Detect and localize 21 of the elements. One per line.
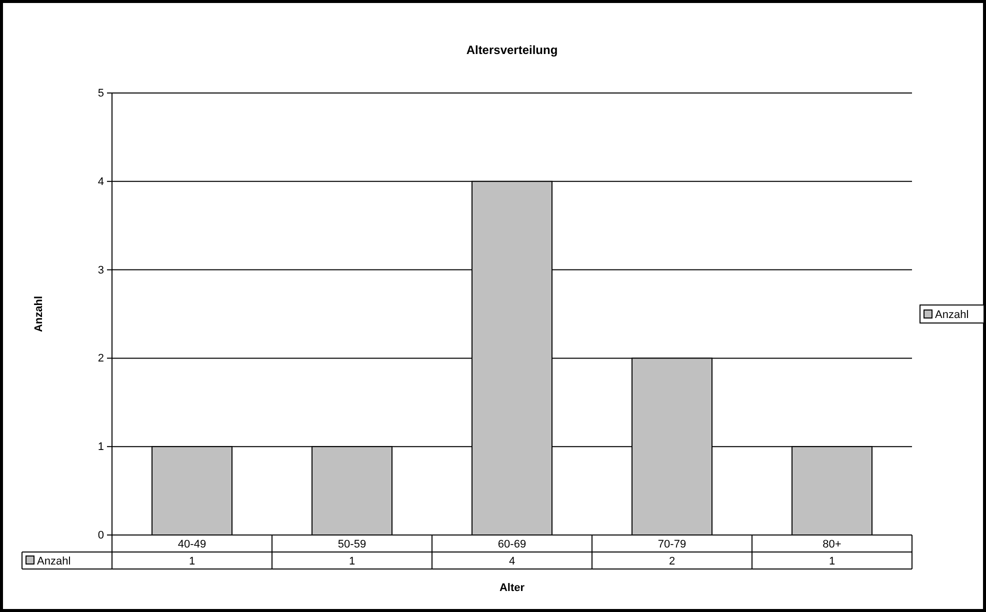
y-tick-label: 5: [98, 88, 104, 100]
y-tick-label: 4: [98, 176, 104, 188]
y-tick-label: 3: [98, 264, 104, 276]
y-tick-label: 2: [98, 352, 104, 365]
y-tick-label: 0: [98, 530, 104, 542]
x-tick-label: 60-69: [498, 538, 526, 550]
data-label: 2: [668, 556, 676, 568]
x-tick-label: 50-59: [338, 538, 366, 550]
x-tick-label: 40-49: [178, 538, 206, 550]
text: Anzahl: [37, 556, 71, 568]
data-label: 1: [348, 556, 356, 568]
x-axis-title: Alter: [499, 582, 526, 594]
data-label: 1: [828, 556, 836, 568]
x-tick-label: 80+: [822, 538, 842, 550]
y-axis-title: Anzahl: [33, 296, 45, 332]
data-label: 1: [188, 556, 196, 568]
y-tick-label: 1: [98, 441, 104, 454]
x-tick-label: 70-79: [658, 538, 686, 550]
legend-label: Anzahl: [935, 309, 969, 321]
chart-title: Altersverteilung: [466, 43, 558, 57]
data-label: 4: [508, 556, 516, 568]
